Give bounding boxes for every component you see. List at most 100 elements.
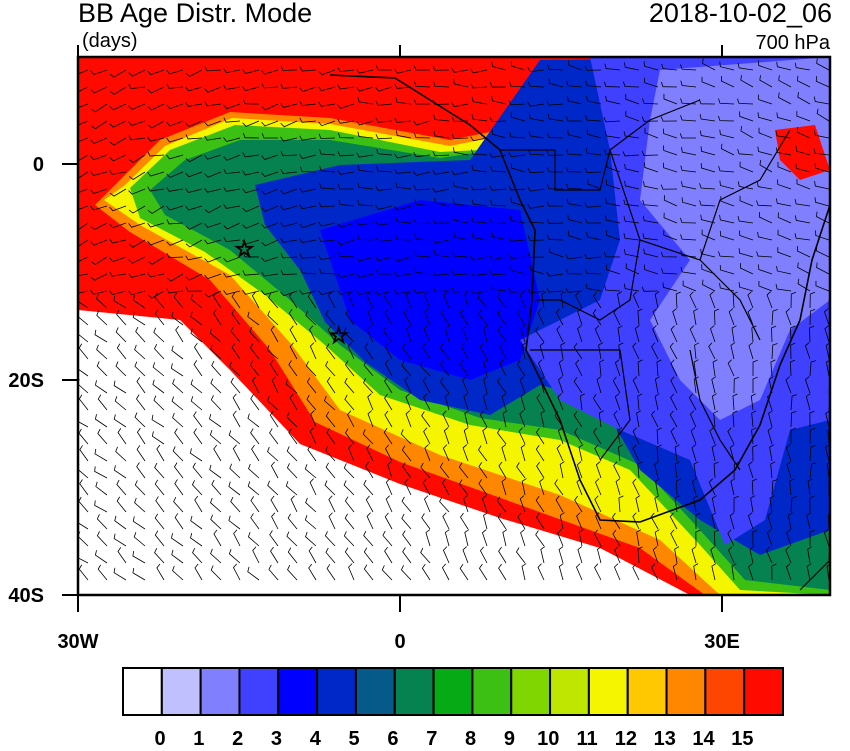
wind-barb (403, 308, 412, 326)
wind-barb (699, 183, 716, 190)
wind-barb (584, 218, 602, 224)
colorbar-box (587, 667, 629, 716)
wind-barb (675, 291, 681, 309)
wind-barb (546, 287, 564, 293)
wind-barb (785, 376, 792, 394)
wind-barb (135, 326, 146, 343)
wind-barb (463, 495, 469, 513)
wind-barb (242, 152, 260, 158)
wind-barb (405, 291, 412, 309)
wind-barb (527, 203, 545, 209)
wind-barb (442, 444, 450, 462)
wind-barb (248, 463, 260, 479)
wind-barb (115, 361, 127, 377)
wind-barb (804, 342, 811, 360)
wind-barb (549, 247, 564, 258)
wind-barb (337, 132, 355, 139)
wind-barb (78, 363, 89, 377)
wind-barb (825, 444, 830, 462)
wind-barb (343, 463, 355, 479)
wind-barb (305, 310, 317, 326)
wind-barb (344, 513, 355, 530)
wind-barb (729, 512, 735, 530)
wind-barb (727, 427, 735, 445)
wind-barb (809, 462, 817, 479)
wind-barb (521, 342, 527, 360)
wind-barb (719, 180, 735, 190)
wind-barb (733, 376, 740, 394)
wind-barb (395, 234, 412, 241)
wind-barb (767, 512, 773, 530)
wind-barb (348, 444, 355, 462)
wind-barb (289, 291, 298, 309)
wind-barb (356, 152, 374, 158)
colorbar-box (354, 667, 396, 716)
wind-barb (575, 359, 583, 377)
wind-barb (738, 282, 754, 292)
wind-barb (733, 461, 740, 479)
wind-barb (156, 444, 165, 462)
wind-barb (815, 230, 830, 241)
wind-barb (654, 529, 660, 547)
wind-barb (194, 495, 203, 513)
wind-barb (719, 61, 735, 71)
wind-barb (635, 495, 641, 513)
wind-barb (558, 376, 564, 394)
wind-barb (136, 445, 146, 462)
wind-barb (574, 495, 583, 513)
wind-barb (173, 462, 184, 479)
wind-barb (363, 360, 374, 377)
wind-barb (242, 120, 260, 127)
wind-barb (592, 394, 602, 411)
wind-barb (587, 178, 602, 190)
wind-barb (286, 531, 298, 547)
wind-barb (701, 264, 716, 275)
wind-barb (637, 308, 643, 326)
wind-barb (737, 148, 754, 156)
wind-barb (708, 478, 716, 496)
wind-barb (338, 251, 355, 258)
wind-barb (612, 376, 621, 394)
wind-barb (515, 547, 526, 564)
wind-barb (789, 478, 795, 496)
wind-barb (345, 360, 355, 377)
wind-barb (96, 531, 108, 547)
wind-barb (300, 267, 317, 275)
wind-barb (132, 567, 146, 581)
wind-barb (287, 547, 298, 564)
wind-barb (280, 205, 298, 211)
wind-barb (509, 131, 526, 139)
wind-barb (128, 273, 146, 278)
plot-date: 2018-10-02_06 (648, 0, 832, 28)
wind-barb (318, 290, 336, 296)
wind-barb (644, 162, 659, 173)
wind-barbs (78, 58, 830, 581)
wind-barb (585, 115, 602, 122)
wind-barb (78, 421, 89, 428)
wind-barb (442, 546, 450, 564)
wind-barb (290, 495, 298, 513)
wind-barb (78, 256, 89, 263)
wind-barb (752, 359, 758, 377)
wind-barb (624, 249, 640, 258)
wind-barb (796, 111, 811, 122)
wind-barb (401, 496, 412, 513)
wind-barb (695, 529, 701, 547)
wind-barb (280, 120, 298, 128)
wind-barb (483, 376, 489, 394)
wind-barb (242, 205, 260, 213)
wind-barb (816, 58, 830, 71)
wind-barb (618, 342, 624, 360)
wind-barb (337, 151, 355, 157)
wind-barb (147, 290, 165, 299)
wind-barb (270, 461, 279, 479)
wind-barb (230, 496, 241, 513)
wind-barb (560, 291, 566, 309)
wind-barb (778, 92, 792, 105)
wind-barb (693, 495, 699, 513)
colorbar-label: 13 (653, 728, 676, 750)
wind-barb (644, 127, 659, 139)
wind-barb (299, 135, 317, 141)
wind-barb (414, 233, 431, 241)
wind-barb (497, 513, 507, 530)
